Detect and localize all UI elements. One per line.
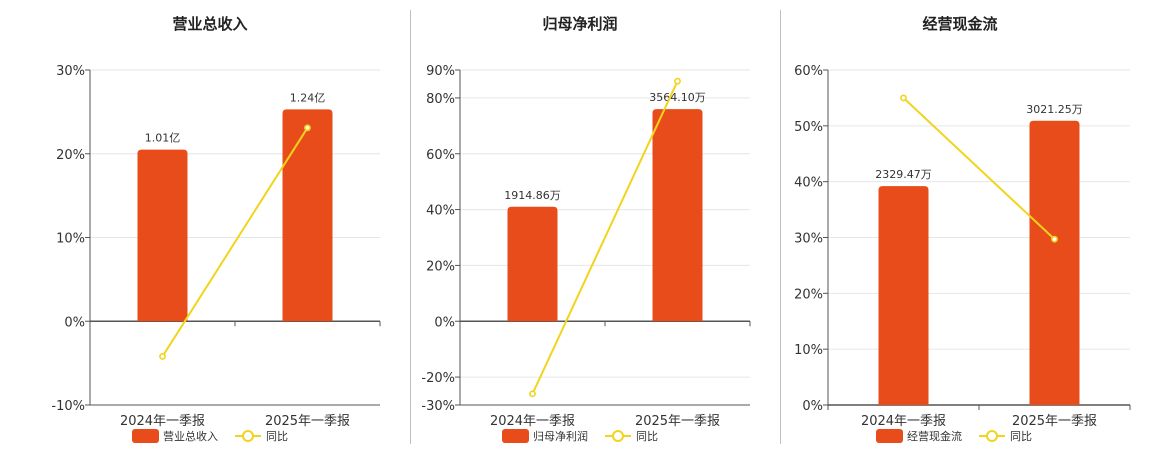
yoy-point — [674, 77, 681, 85]
legend-bar-label: 归母净利润 — [533, 429, 588, 443]
y-tick-label: 60% — [426, 148, 455, 163]
y-tick-label: 40% — [426, 204, 455, 219]
bar-data-label: 3021.25万 — [1026, 103, 1083, 116]
panel-divider — [780, 10, 781, 444]
legend-bar-swatch — [132, 429, 159, 443]
y-tick-label: 20% — [56, 148, 85, 163]
y-tick-label: 20% — [426, 259, 455, 274]
yoy-series-line — [161, 127, 309, 357]
bar — [1029, 120, 1080, 405]
bar-data-label: 1.24亿 — [290, 91, 326, 104]
y-tick-label: -20% — [421, 371, 455, 386]
x-category-label: 2024年一季报 — [490, 414, 575, 429]
yoy-point — [1051, 235, 1058, 243]
x-category-label: 2024年一季报 — [120, 414, 205, 429]
y-tick-label: 80% — [426, 92, 455, 107]
y-tick-label: 10% — [794, 343, 823, 358]
y-tick-label: 50% — [794, 120, 823, 135]
y-tick-label: -10% — [51, 399, 85, 414]
x-category-label: 2024年一季报 — [861, 414, 946, 429]
chart-title-net-profit: 归母净利润 — [542, 15, 618, 33]
bar-data-label: 3564.10万 — [649, 91, 706, 104]
y-tick-label: 90% — [426, 64, 455, 79]
y-tick-label: 0% — [434, 315, 455, 330]
yoy-series-line — [902, 97, 1056, 240]
yoy-series-line — [531, 80, 679, 395]
bar — [137, 149, 188, 322]
y-tick-label: 60% — [794, 64, 823, 79]
bar — [652, 109, 703, 322]
y-tick-label: 30% — [56, 64, 85, 79]
legend-line-marker — [612, 430, 624, 442]
legend-line-label: 同比 — [1010, 430, 1032, 443]
panel-divider — [410, 10, 411, 444]
x-category-label: 2025年一季报 — [635, 414, 720, 429]
bar-data-label: 2329.47万 — [875, 168, 932, 181]
yoy-point — [529, 390, 536, 398]
bar — [507, 206, 558, 322]
chart-title-revenue: 营业总收入 — [172, 15, 248, 33]
y-tick-label: 0% — [64, 315, 85, 330]
bar — [282, 109, 333, 322]
x-category-label: 2025年一季报 — [265, 414, 350, 429]
legend-line-label: 同比 — [636, 430, 658, 443]
legend-line-marker — [986, 430, 998, 442]
y-tick-label: 40% — [794, 176, 823, 191]
x-category-label: 2025年一季报 — [1012, 414, 1097, 429]
yoy-point — [900, 94, 907, 102]
legend-bar-label: 经营现金流 — [907, 429, 962, 443]
legend-bar-swatch — [502, 429, 529, 443]
y-tick-label: 10% — [56, 232, 85, 247]
yoy-point — [304, 124, 311, 132]
y-tick-label: 0% — [802, 399, 823, 414]
legend-bar-swatch — [876, 429, 903, 443]
bar-data-label: 1.01亿 — [145, 132, 181, 145]
y-tick-label: -30% — [421, 399, 455, 414]
chart-title-cash-flow: 经营现金流 — [922, 15, 998, 33]
legend-bar-label: 营业总收入 — [163, 429, 218, 443]
legend-line-label: 同比 — [266, 430, 288, 443]
legend-line-marker — [242, 430, 254, 442]
y-tick-label: 30% — [794, 232, 823, 247]
bar — [878, 186, 929, 405]
y-tick-label: 20% — [794, 287, 823, 302]
bar-data-label: 1914.86万 — [504, 189, 561, 202]
yoy-point — [159, 353, 166, 360]
